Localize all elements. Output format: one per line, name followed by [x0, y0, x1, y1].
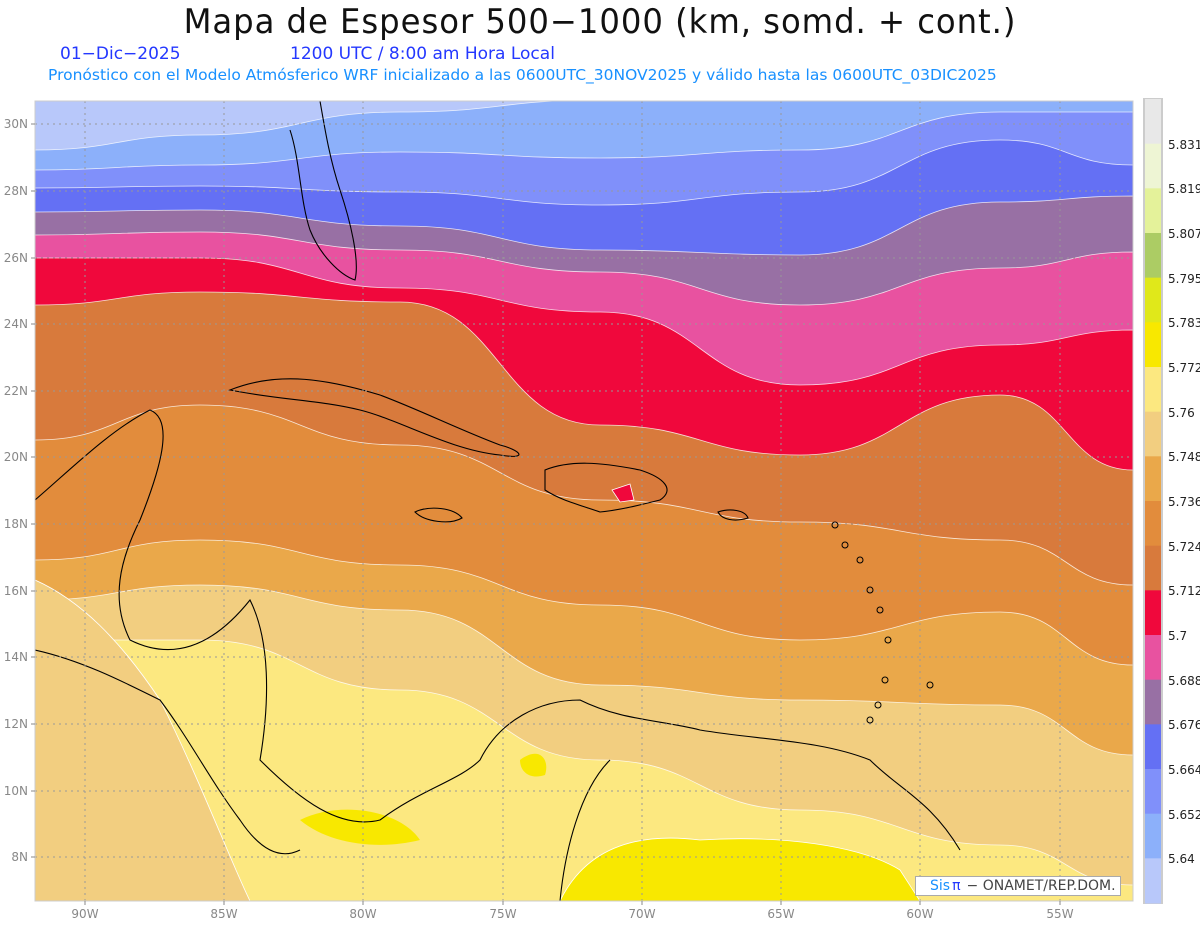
island [841, 541, 849, 549]
colorbar-swatch [1145, 635, 1161, 681]
colorbar-label: 5.712 [1168, 584, 1200, 599]
colorbar-label: 5.7 [1168, 629, 1188, 643]
lat-label: 18N [4, 517, 28, 531]
lon-label: 75W [489, 907, 516, 921]
shaded-bands [35, 101, 1133, 901]
colorbar-label: 5.664 [1168, 763, 1200, 777]
colorbar-swatch [1145, 411, 1161, 457]
colorbar-label: 5.688 [1168, 673, 1200, 688]
credit-text: − ONAMET/REP.DOM. [966, 878, 1116, 894]
lat-label: 26N [4, 251, 28, 265]
lon-label: 65W [767, 907, 794, 921]
colorbar-swatch [1145, 143, 1161, 189]
forecast-time: 1200 UTC / 8:00 am Hora Local [290, 44, 555, 64]
lat-label: 16N [4, 584, 28, 598]
coastline [35, 649, 301, 855]
lon-label: 90W [71, 907, 98, 921]
band-yellow-panama [300, 809, 420, 845]
island [856, 556, 864, 564]
coastline [289, 101, 357, 281]
lat-label: 24N [4, 317, 28, 331]
coastline [414, 507, 463, 523]
coastline [717, 509, 749, 521]
colorbar-swatch [1145, 322, 1161, 368]
colorbar-swatch [1145, 233, 1161, 279]
colorbar-swatch [1145, 456, 1161, 502]
colorbar-label: 5.819 [1168, 182, 1200, 197]
band-yellow-south [559, 837, 921, 901]
colorbar-label: 5.748 [1168, 450, 1200, 465]
lat-label: 30N [4, 117, 28, 131]
lat-label: 22N [4, 384, 28, 398]
lon-label: 70W [628, 907, 655, 921]
lat-label: 28N [4, 184, 28, 198]
lat-label: 12N [4, 717, 28, 731]
colorbar-swatch [1145, 590, 1161, 636]
coastline [228, 378, 520, 457]
coastline [559, 759, 611, 901]
colorbar-swatch [1145, 724, 1161, 770]
colorbar-label: 5.795 [1168, 271, 1200, 286]
forecast-date: 01−Dic−2025 [60, 44, 181, 64]
model-info: Pronóstico con el Modelo Atmósferico WRF… [48, 66, 997, 84]
colorbar-swatch [1145, 813, 1161, 859]
island [876, 606, 884, 614]
map-title: Mapa de Espesor 500−1000 (km, somd. + co… [183, 2, 1017, 42]
island [874, 701, 882, 709]
colorbar-swatch [1145, 99, 1161, 145]
colorbar-label: 5.783 [1168, 316, 1200, 331]
colorbar-label: 5.652 [1168, 807, 1200, 822]
colorbar-label: 5.76 [1168, 405, 1195, 420]
colorbar-swatch [1145, 367, 1161, 413]
colorbar-swatch [1145, 679, 1161, 725]
lat-label: 14N [4, 650, 28, 664]
colorbar-swatch [1145, 277, 1161, 323]
lon-label: 80W [349, 907, 376, 921]
coastline [544, 462, 668, 513]
colorbar-label: 5.736 [1168, 495, 1200, 509]
colorbar-swatch [1145, 188, 1161, 234]
lon-label: 55W [1046, 907, 1073, 921]
credit-pi: π [952, 878, 961, 894]
island [884, 636, 892, 644]
band-yellow-patch [520, 753, 547, 777]
island [926, 681, 934, 689]
band-red-hispaniola [611, 483, 635, 503]
band-tan-west [35, 579, 251, 901]
colorbar-swatch [1145, 769, 1161, 815]
lat-label: 8N [11, 850, 28, 864]
colorbar-label: 5.676 [1168, 718, 1200, 733]
lon-label: 85W [210, 907, 237, 921]
colorbar-label: 5.831 [1168, 137, 1200, 152]
colorbar-label: 5.807 [1168, 227, 1200, 241]
colorbar-label: 5.772 [1168, 361, 1200, 375]
map-frame [34, 100, 1134, 902]
colorbar-label: 5.724 [1168, 539, 1200, 554]
island [881, 676, 889, 684]
island [866, 586, 874, 594]
lat-label: 20N [4, 450, 28, 464]
colorbar-label: 5.64 [1168, 852, 1195, 867]
coastline [35, 409, 961, 851]
credit-box: Sis π − ONAMET/REP.DOM. [915, 876, 1121, 896]
island [831, 521, 839, 529]
lat-label: 10N [4, 784, 28, 798]
lon-label: 60W [906, 907, 933, 921]
colorbar-swatch [1145, 501, 1161, 547]
colorbar-swatch [1145, 858, 1161, 904]
credit-sis: Sis [930, 878, 951, 894]
island [866, 716, 874, 724]
colorbar-swatch [1145, 545, 1161, 591]
